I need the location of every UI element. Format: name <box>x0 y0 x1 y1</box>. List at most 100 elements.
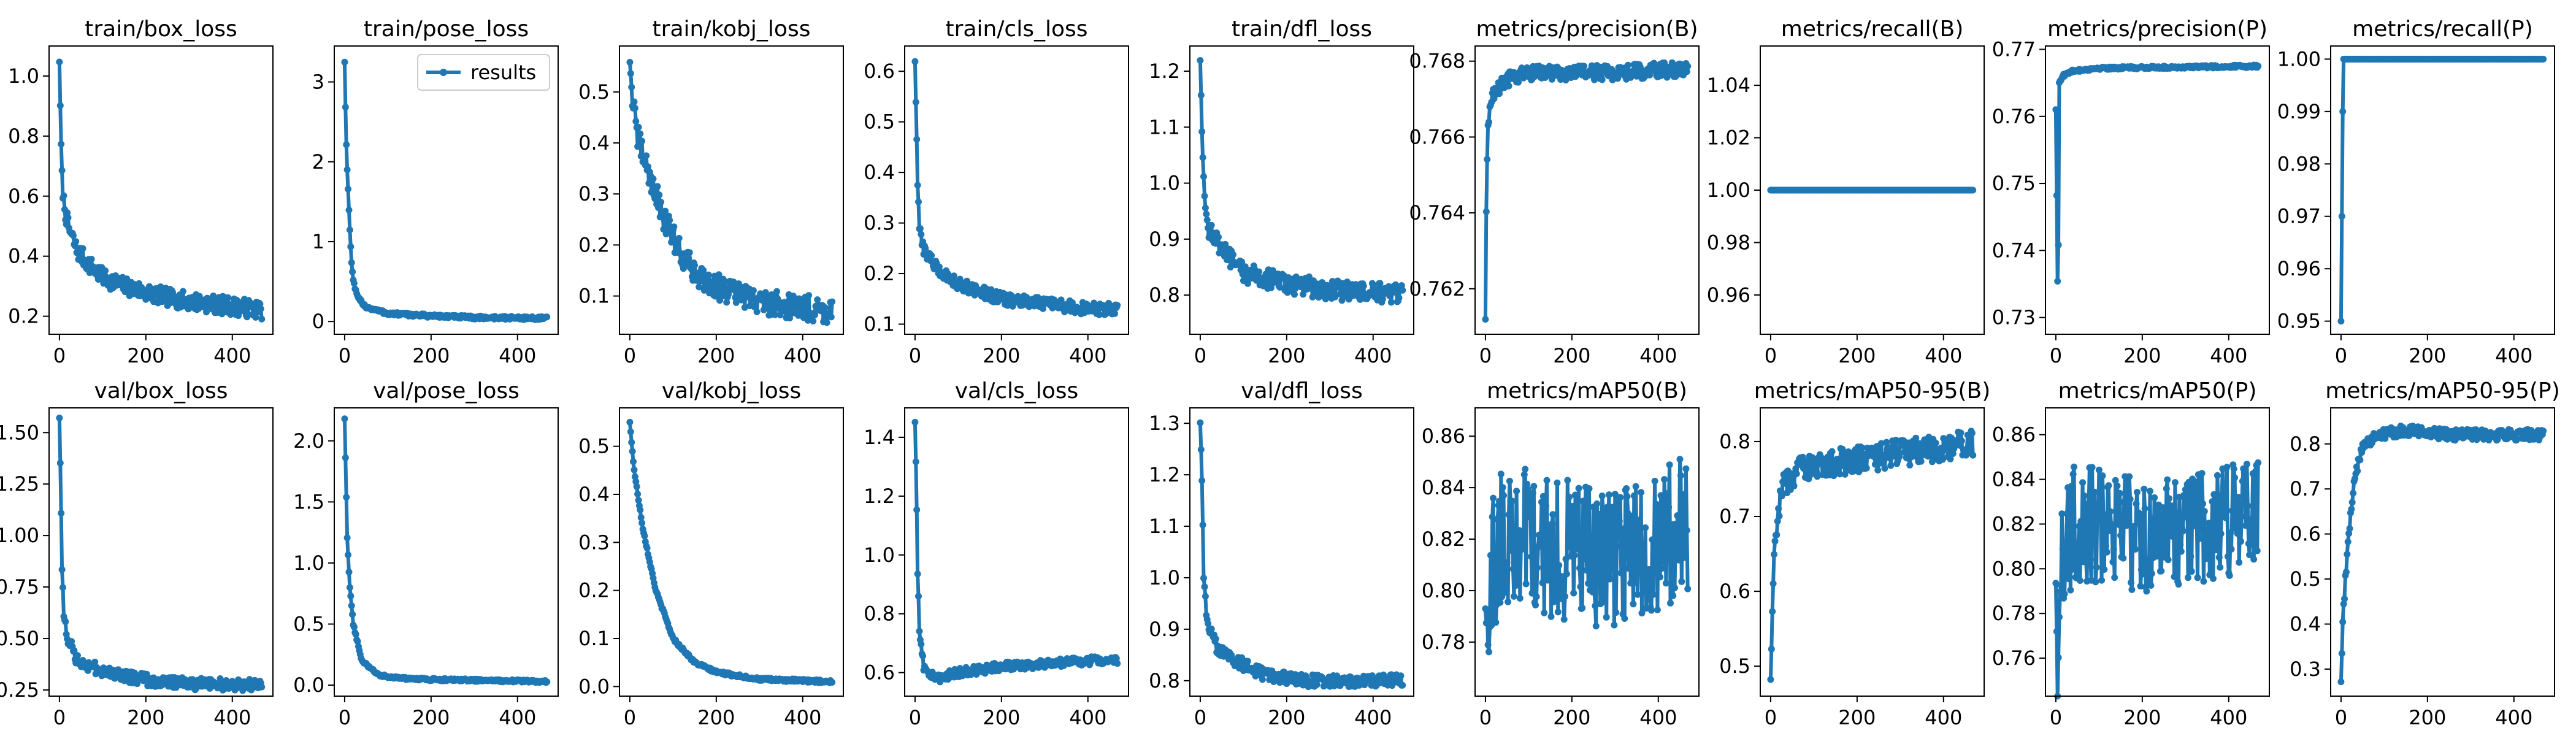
y-tick-label: 0.74 <box>1992 239 2036 262</box>
data-point <box>1562 593 1569 600</box>
data-point <box>1252 672 1259 680</box>
subplot-title: metrics/mAP50(B) <box>1487 378 1687 404</box>
data-point <box>1539 493 1547 500</box>
data-point <box>1558 573 1565 580</box>
data-point <box>821 304 829 312</box>
x-tick-label: 200 <box>1553 706 1590 729</box>
data-point <box>1505 598 1512 605</box>
data-point <box>2228 507 2236 515</box>
data-point <box>2054 278 2061 285</box>
subplot-title: val/dfl_loss <box>1241 378 1363 404</box>
data-point <box>2238 513 2245 520</box>
data-point <box>1040 305 1046 312</box>
plot-frame <box>1189 45 1414 335</box>
data-point <box>643 545 651 552</box>
data-point <box>1613 543 1620 550</box>
data-point <box>1684 63 1692 70</box>
data-point <box>730 278 737 286</box>
x-tick-label: 0 <box>1194 344 1206 367</box>
x-tick-label: 0 <box>1479 344 1492 367</box>
data-point <box>1200 575 1207 582</box>
data-point <box>1212 635 1219 643</box>
data-point <box>1332 293 1339 301</box>
data-point <box>1534 564 1541 572</box>
subplot: train/dfl_loss 0 200 400 0.8 0.9 1.0 1.1 1.2 <box>1149 17 1414 367</box>
y-tick-label: 0.6 <box>864 661 895 684</box>
data-point <box>914 570 921 578</box>
data-point <box>1572 491 1579 499</box>
data-point <box>2190 486 2198 493</box>
x-tick-label: 200 <box>983 344 1020 367</box>
y-tick-label: 0.2 <box>578 233 610 256</box>
data-point <box>814 296 821 304</box>
data-point <box>1585 485 1593 493</box>
data-point <box>650 175 657 182</box>
data-point <box>2180 492 2187 499</box>
data-point <box>1630 600 1637 608</box>
data-point <box>2253 547 2261 554</box>
data-point <box>2187 553 2195 560</box>
data-point <box>350 280 358 287</box>
data-point <box>956 275 964 283</box>
data-point <box>691 262 699 269</box>
data-point <box>987 286 995 293</box>
data-point <box>348 259 355 266</box>
data-point <box>2177 548 2185 555</box>
data-point <box>2443 426 2450 433</box>
data-point <box>2231 474 2239 481</box>
data-point <box>1598 493 1606 499</box>
data-point <box>1530 483 1538 490</box>
data-point <box>2201 508 2208 515</box>
data-point <box>719 293 726 300</box>
y-tick-label: 0.96 <box>1707 283 1750 307</box>
data-point <box>1503 570 1510 577</box>
y-tick-label: 1.2 <box>1149 59 1180 83</box>
data-point <box>1545 546 1552 553</box>
data-point <box>628 439 635 446</box>
data-point <box>1515 556 1522 564</box>
data-point <box>2204 536 2210 543</box>
data-point <box>2101 511 2109 518</box>
x-tick-label: 400 <box>1069 706 1106 729</box>
data-point <box>2076 577 2083 584</box>
data-point <box>1593 500 1601 507</box>
data-point <box>1565 543 1572 551</box>
data-point <box>1244 280 1251 287</box>
data-point <box>2139 570 2147 578</box>
data-point <box>2217 564 2224 571</box>
data-point <box>632 118 640 125</box>
data-point <box>626 59 634 66</box>
subplot-title: metrics/recall(P) <box>2352 17 2533 42</box>
data-point <box>58 167 66 174</box>
subplot-title: metrics/precision(B) <box>1476 17 1698 42</box>
data-point <box>2212 496 2220 504</box>
data-point <box>1552 569 1559 576</box>
data-point <box>1968 429 1976 437</box>
data-point <box>1598 76 1606 83</box>
data-point <box>1306 273 1313 280</box>
data-point <box>1623 493 1631 500</box>
data-point <box>2103 548 2110 556</box>
y-tick-label: 1.5 <box>293 490 324 513</box>
x-tick-label: 200 <box>1553 344 1590 367</box>
data-point <box>635 123 642 131</box>
data-point <box>637 506 644 513</box>
data-point <box>1490 494 1497 502</box>
data-point <box>1838 462 1845 469</box>
y-tick-label: 0.764 <box>1409 201 1465 224</box>
data-point <box>649 182 656 189</box>
series-line <box>2339 424 2545 682</box>
data-point <box>1924 453 1931 460</box>
subplot: val/box_loss 0 200 400 0.25 0.50 0.75 1.00 1.25 1… <box>0 378 274 729</box>
data-point <box>343 166 351 174</box>
data-point <box>1663 531 1671 539</box>
y-tick-label: 1.3 <box>1149 412 1180 435</box>
data-point <box>1544 577 1551 584</box>
subplot-title: metrics/mAP50-95(B) <box>1754 378 1991 404</box>
data-point <box>1510 592 1517 600</box>
data-point <box>143 670 150 678</box>
data-point <box>630 458 637 466</box>
data-point <box>1856 467 1863 474</box>
data-point <box>1648 607 1655 614</box>
x-tick-label: 0 <box>2335 344 2347 367</box>
